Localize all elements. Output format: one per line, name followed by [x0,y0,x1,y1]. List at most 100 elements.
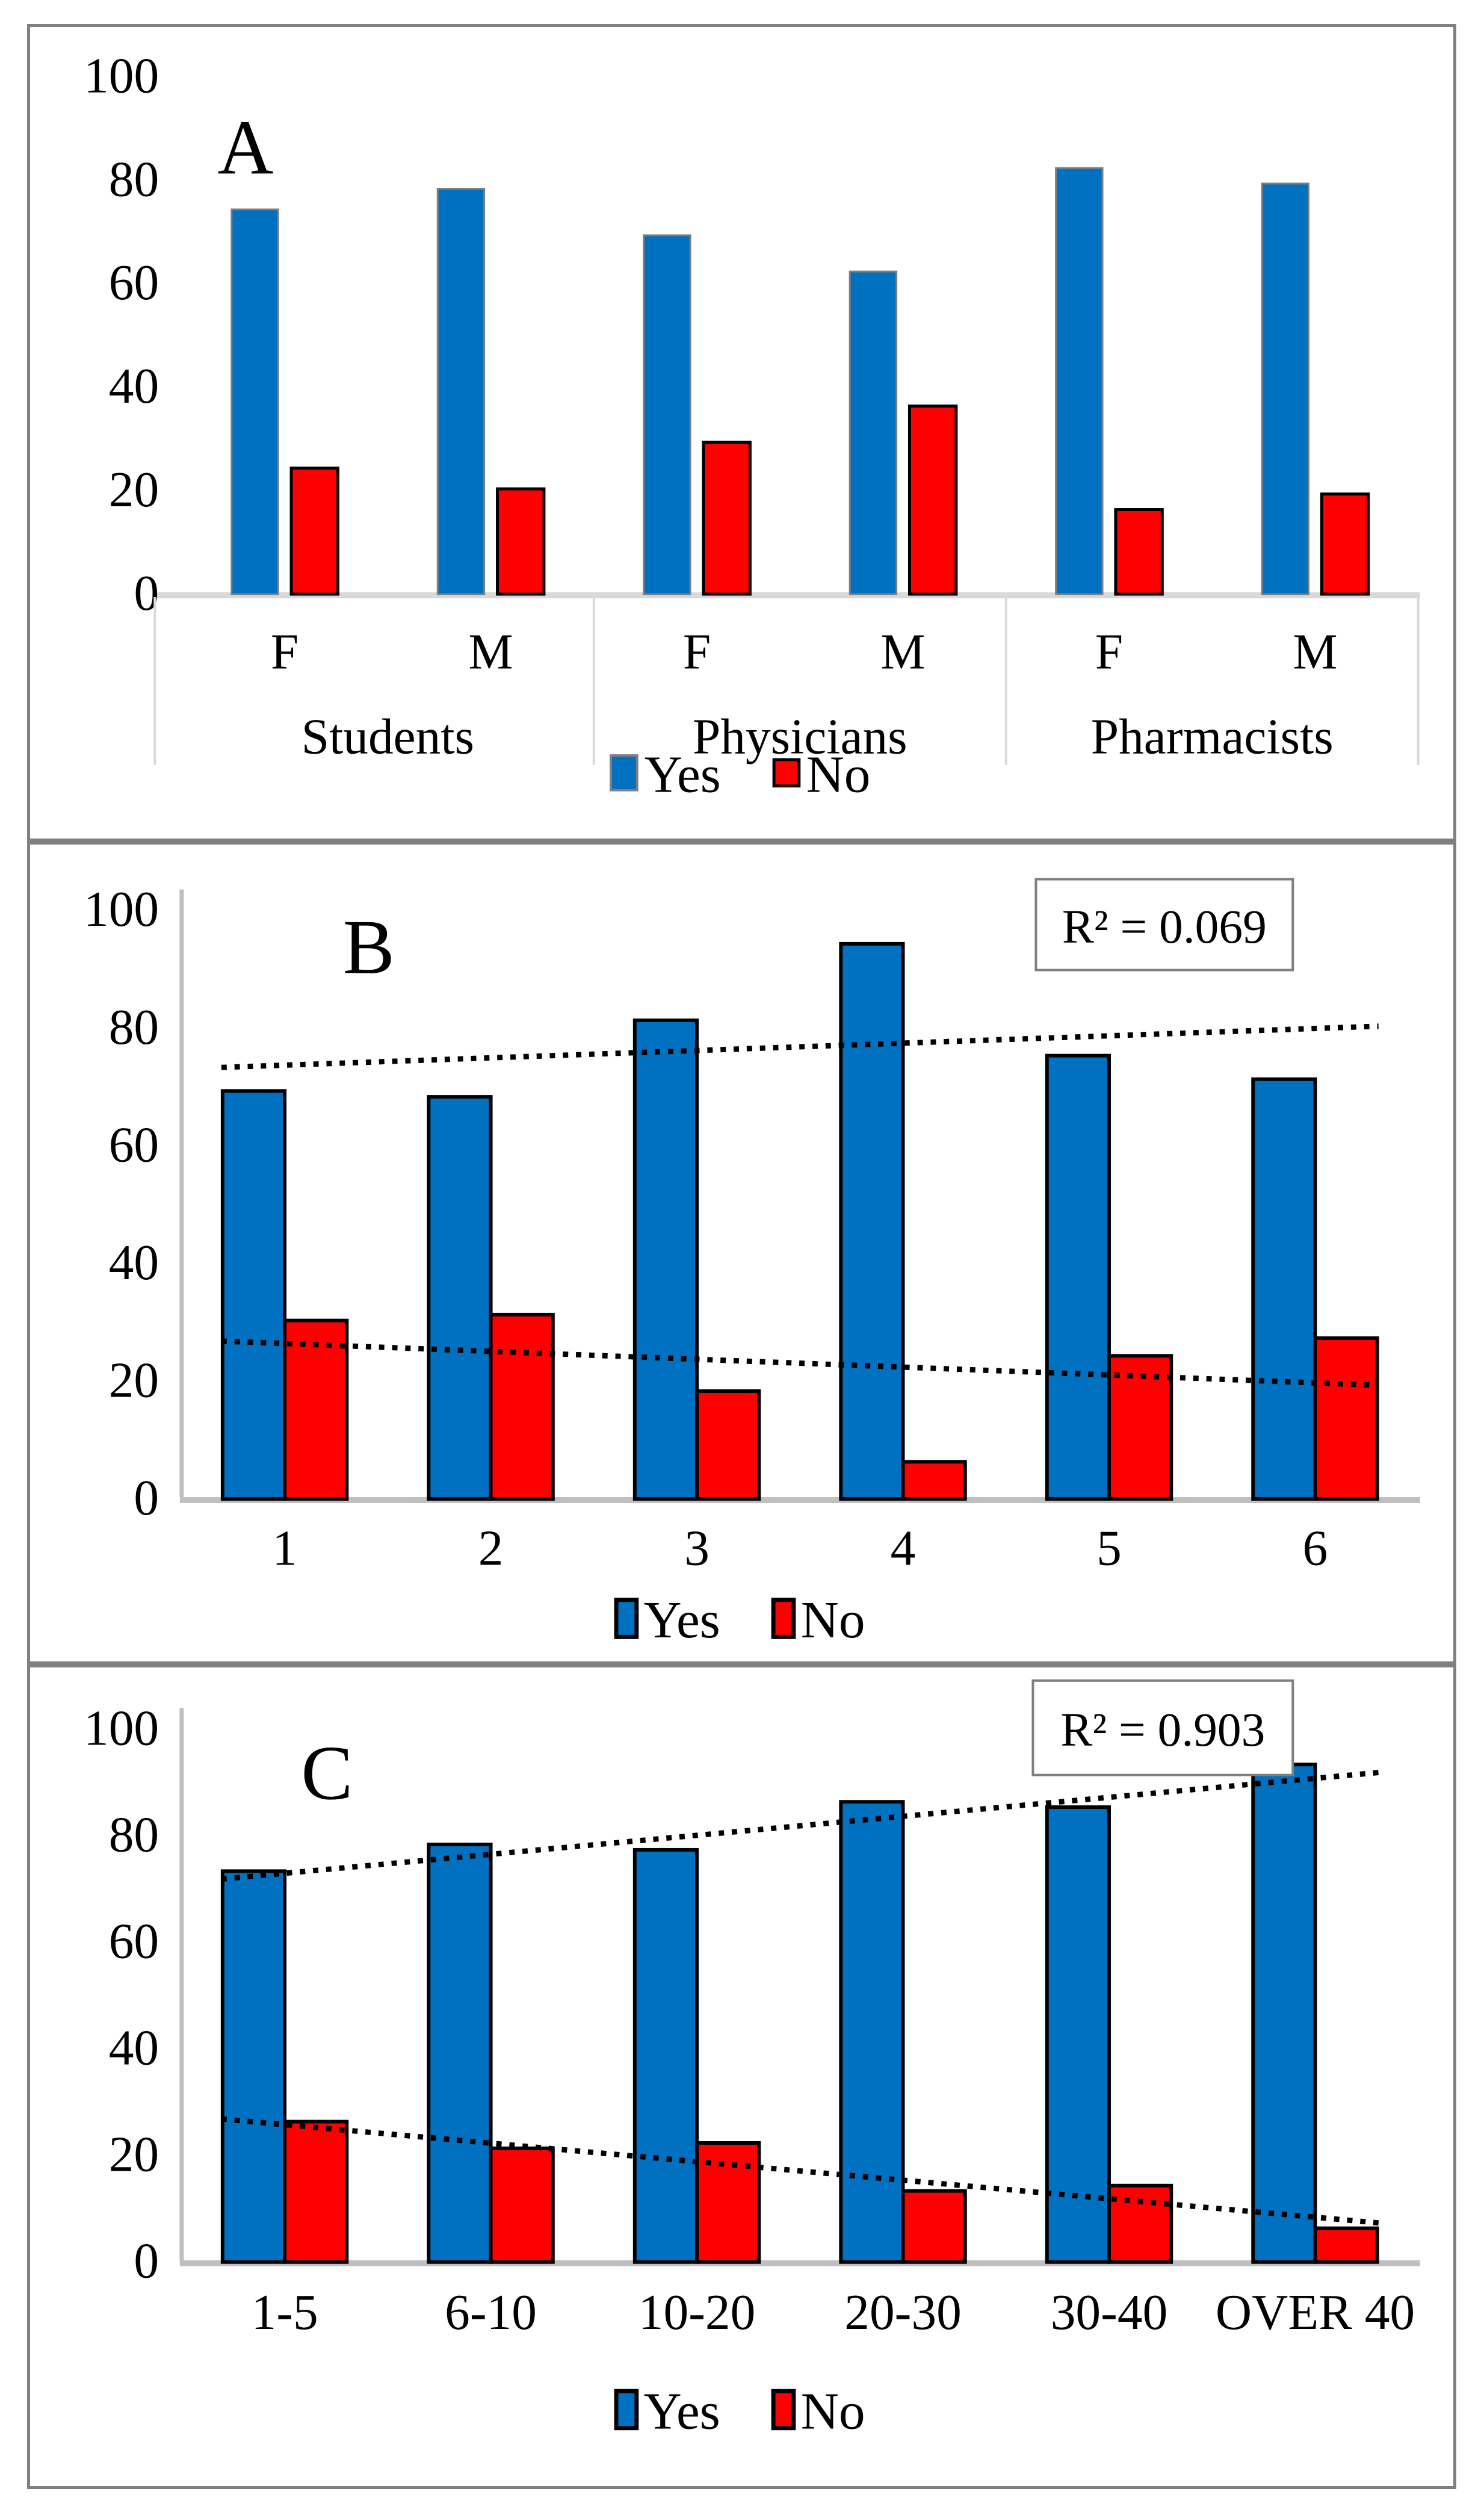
chart-C-ytick-0: 0 [134,2234,159,2289]
chart-C-r2-box [1031,1679,1294,1776]
chart-A-category-label-3: M [880,624,925,680]
bar-no-m-1 [496,487,546,596]
chart-B-category-label-1: 2 [478,1521,504,1576]
legend-marker-no [772,758,801,788]
bar-no-4-3 [901,1460,967,1501]
bar-yes-f-2 [643,234,691,595]
chart-B-category-label-0: 1 [272,1521,297,1576]
chart-B-category-label-2: 3 [684,1521,710,1576]
bar-yes-f-0 [230,208,279,595]
legend-label-no: No [801,1590,865,1649]
bar-yes-10-20-2 [632,1847,699,2264]
chart-A-group-label-students: Students [301,709,474,764]
chart-C-ytick-20: 20 [109,2127,159,2183]
bar-no-30-40-4 [1107,2183,1173,2264]
bar-no-3-2 [695,1389,761,1501]
chart-A-category-label-1: M [469,624,513,680]
bar-no-1-5-0 [283,2120,349,2264]
chart-C-category-label-4: 30-40 [1051,2285,1168,2340]
chart-B-category-label-3: 4 [891,1521,916,1576]
bar-yes-30-40-4 [1045,1805,1111,2264]
legend-label-yes: Yes [645,745,721,803]
chart-A-category-label-2: F [683,624,711,680]
bar-yes-m-5 [1261,182,1310,595]
chart-C-category-label-2: 10-20 [638,2285,756,2340]
bar-no-f-4 [1114,508,1164,596]
chart-A-ytick-40: 40 [109,359,159,414]
chart-A-ytick-60: 60 [109,255,159,311]
chart-A-category-label-4: F [1095,624,1123,680]
bar-yes-m-1 [436,188,486,595]
trendline-no [221,2116,1379,2226]
legend-marker-no [771,1598,796,1639]
panel-chart-a: 0 20 40 60 80 100 F M F M F M Students Physicians Phar… [27,24,1456,842]
trendline-yes [221,1023,1379,1070]
bar-yes-1-5-0 [220,1869,287,2264]
panel-letter-c: C [301,1729,353,1816]
chart-b-svg: 0 20 40 60 80 100 1 2 3 4 5 6 R² = 0.069 B Yes No [84,878,1420,1649]
chart-B-r2-box [1034,878,1294,972]
chart-C-ytick-100: 100 [84,1701,159,1756]
bar-no-over-40-5 [1313,2226,1379,2264]
chart-B-ytick-80: 80 [109,1000,159,1055]
bar-yes-4-3 [839,941,905,1501]
bar-no-f-0 [289,467,339,596]
bar-no-5-4 [1107,1354,1173,1501]
panel-letter-a: A [217,104,273,190]
panel-chart-b: 0 20 40 60 80 100 1 2 3 4 5 6 R² = 0.069 B Yes No [27,842,1456,1664]
chart-B-ytick-100: 100 [84,882,159,937]
chart-c-svg: 0 20 40 60 80 100 1-5 6-10 10-20 20-30 30-40 OVER 4… [84,1679,1420,2440]
bar-no-20-30-3 [901,2189,967,2264]
bar-yes-f-4 [1055,167,1104,595]
bar-no-6-5 [1313,1336,1379,1501]
legend-label-no: No [801,2381,865,2440]
bar-yes-over-40-5 [1251,1763,1317,2264]
chart-A-group-label-physicians: Physicians [693,709,907,764]
chart-C-category-label-5: OVER 40 [1216,2285,1415,2340]
bar-yes-2-1 [427,1095,493,1501]
chart-B-category-label-4: 5 [1096,1521,1122,1576]
chart-A-ytick-20: 20 [109,462,159,518]
chart-B-ytick-0: 0 [134,1471,159,1526]
chart-B-ytick-60: 60 [109,1117,159,1173]
chart-C-category-label-3: 20-30 [844,2285,962,2340]
bar-no-m-5 [1320,492,1370,596]
chart-C-ytick-40: 40 [109,2021,159,2076]
legend-label-yes: Yes [644,2381,720,2440]
bar-no-1-0 [283,1318,349,1501]
bar-yes-6-10-1 [427,1843,493,2264]
legend-marker-yes [614,1598,639,1639]
legend-marker-yes [610,754,638,792]
chart-A-category-label-0: F [271,624,298,680]
bar-no-6-10-1 [489,2146,555,2264]
panel-chart-c: 0 20 40 60 80 100 1-5 6-10 10-20 20-30 30-40 OVER 4… [27,1664,1456,2489]
chart-B-category-label-5: 6 [1303,1521,1328,1576]
bar-no-2-1 [489,1312,555,1501]
chart-A-category-label-5: M [1293,624,1337,680]
trendline-no [221,1338,1379,1388]
bar-yes-1-0 [220,1089,287,1501]
legend-label-no: No [806,745,871,803]
chart-C-category-label-1: 6-10 [445,2285,537,2340]
chart-C-ytick-60: 60 [109,1914,159,1969]
chart-B-ytick-40: 40 [109,1235,159,1291]
panel-letter-b: B [343,904,395,990]
legend-marker-no [771,2389,796,2431]
chart-A-ytick-100: 100 [84,48,159,104]
chart-A-ytick-80: 80 [109,152,159,207]
bar-no-f-2 [702,441,752,596]
chart-C-category-label-0: 1-5 [252,2285,318,2340]
bar-yes-6-5 [1251,1077,1317,1501]
bar-no-m-3 [907,405,958,596]
chart-A-group-label-pharmacists: Pharmacists [1091,709,1334,764]
bar-yes-m-3 [849,270,898,595]
chart-C-ytick-80: 80 [109,1807,159,1862]
bar-yes-20-30-3 [839,1800,905,2264]
bar-yes-3-2 [632,1019,699,1501]
chart-C-r2-label: R² = 0.903 [1060,1704,1265,1757]
trendline-yes [221,1770,1379,1882]
legend-marker-yes [614,2389,639,2431]
chart-B-ytick-20: 20 [109,1353,159,1408]
